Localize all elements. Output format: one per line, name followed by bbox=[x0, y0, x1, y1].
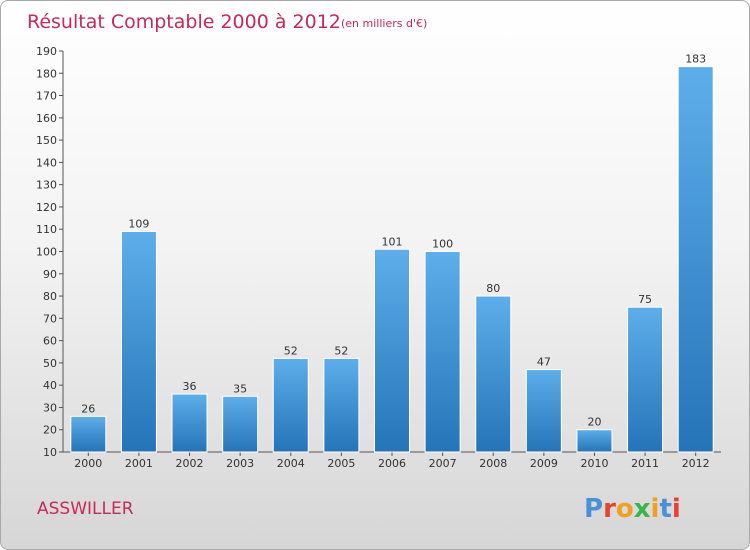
value-label-2000: 26 bbox=[81, 402, 95, 415]
value-label-2002: 36 bbox=[183, 380, 197, 393]
value-label-2010: 20 bbox=[587, 416, 601, 429]
y-tick-label: 190 bbox=[36, 45, 57, 58]
y-tick-label: 80 bbox=[43, 290, 57, 303]
bar-2007 bbox=[424, 251, 461, 453]
x-tick-label-2005: 2005 bbox=[327, 457, 355, 470]
x-tick-label-2007: 2007 bbox=[429, 457, 457, 470]
bar-2004 bbox=[272, 357, 309, 453]
value-label-2001: 109 bbox=[128, 217, 149, 230]
y-tick-label: 140 bbox=[36, 156, 57, 169]
bar-2003 bbox=[222, 395, 259, 453]
y-axis: 10 20 30 40 50 60 70 80 90 100 110 120 130 140 150 160 1… bbox=[36, 45, 64, 459]
x-tick-label-2001: 2001 bbox=[125, 457, 153, 470]
bar-2000 bbox=[70, 415, 107, 453]
commune-name: ASSWILLER bbox=[37, 499, 134, 519]
y-tick-label: 60 bbox=[43, 335, 57, 348]
logo-letter: o bbox=[616, 494, 634, 524]
x-tick-label-2003: 2003 bbox=[226, 457, 254, 470]
bar-2010 bbox=[576, 429, 613, 453]
logo-letter: x bbox=[634, 494, 651, 524]
y-tick-label: 150 bbox=[36, 134, 57, 147]
bar-2011 bbox=[627, 306, 664, 453]
value-label-2005: 52 bbox=[334, 344, 348, 357]
x-tick-label-2006: 2006 bbox=[378, 457, 406, 470]
value-label-2011: 75 bbox=[638, 293, 652, 306]
bar-2009 bbox=[525, 369, 562, 453]
y-tick-label: 10 bbox=[43, 446, 57, 459]
x-tick-label-2009: 2009 bbox=[530, 457, 558, 470]
value-label-2009: 47 bbox=[537, 356, 551, 369]
bar-2005 bbox=[323, 357, 360, 453]
bar-2002 bbox=[171, 393, 208, 453]
logo-letter: r bbox=[603, 494, 616, 524]
chart-subtitle: (en milliers d'€) bbox=[341, 17, 427, 30]
y-tick-label: 110 bbox=[36, 223, 57, 236]
y-tick-label: 90 bbox=[43, 268, 57, 281]
logo-letter: t bbox=[659, 494, 671, 524]
y-tick-label: 100 bbox=[36, 246, 57, 259]
proxiti-logo: Proxiti bbox=[584, 494, 681, 524]
chart-title: Résultat Comptable 2000 à 2012 bbox=[27, 11, 341, 33]
y-tick-label: 160 bbox=[36, 112, 57, 125]
x-tick-label-2000: 2000 bbox=[74, 457, 102, 470]
y-tick-label: 170 bbox=[36, 90, 57, 103]
y-tick-label: 130 bbox=[36, 179, 57, 192]
value-label-2008: 80 bbox=[486, 282, 500, 295]
logo-letter: i bbox=[672, 494, 681, 524]
x-tick-label-2002: 2002 bbox=[176, 457, 204, 470]
y-tick-label: 20 bbox=[43, 424, 57, 437]
bars-group: 26 109 36 35 52 52 101 100 80 47 20 75 183 bbox=[70, 53, 714, 453]
x-axis: 2000 2001 2002 2003 2004 2005 2006 2007 2008 2009… bbox=[63, 451, 721, 470]
y-tick-label: 120 bbox=[36, 201, 57, 214]
logo-letter: i bbox=[651, 494, 660, 524]
y-tick-label: 30 bbox=[43, 401, 57, 414]
x-tick-label-2011: 2011 bbox=[631, 457, 659, 470]
value-label-2003: 35 bbox=[233, 382, 247, 395]
y-tick-label: 40 bbox=[43, 379, 57, 392]
bar-2006 bbox=[374, 248, 410, 453]
x-tick-label-2008: 2008 bbox=[479, 457, 507, 470]
y-tick-label: 50 bbox=[43, 357, 57, 370]
y-tick-label: 70 bbox=[43, 312, 57, 325]
value-label-2004: 52 bbox=[284, 344, 298, 357]
x-tick-label-2010: 2010 bbox=[580, 457, 608, 470]
y-tick-label: 180 bbox=[36, 67, 57, 80]
x-tick-label-2012: 2012 bbox=[682, 457, 710, 470]
bar-2001 bbox=[120, 230, 157, 453]
value-label-2007: 100 bbox=[432, 238, 453, 251]
logo-letter: P bbox=[584, 494, 603, 524]
bar-2008 bbox=[475, 295, 512, 453]
x-tick-label-2004: 2004 bbox=[277, 457, 305, 470]
value-label-2006: 101 bbox=[382, 235, 403, 248]
value-label-2012: 183 bbox=[685, 53, 706, 66]
bar-2012 bbox=[677, 66, 714, 453]
